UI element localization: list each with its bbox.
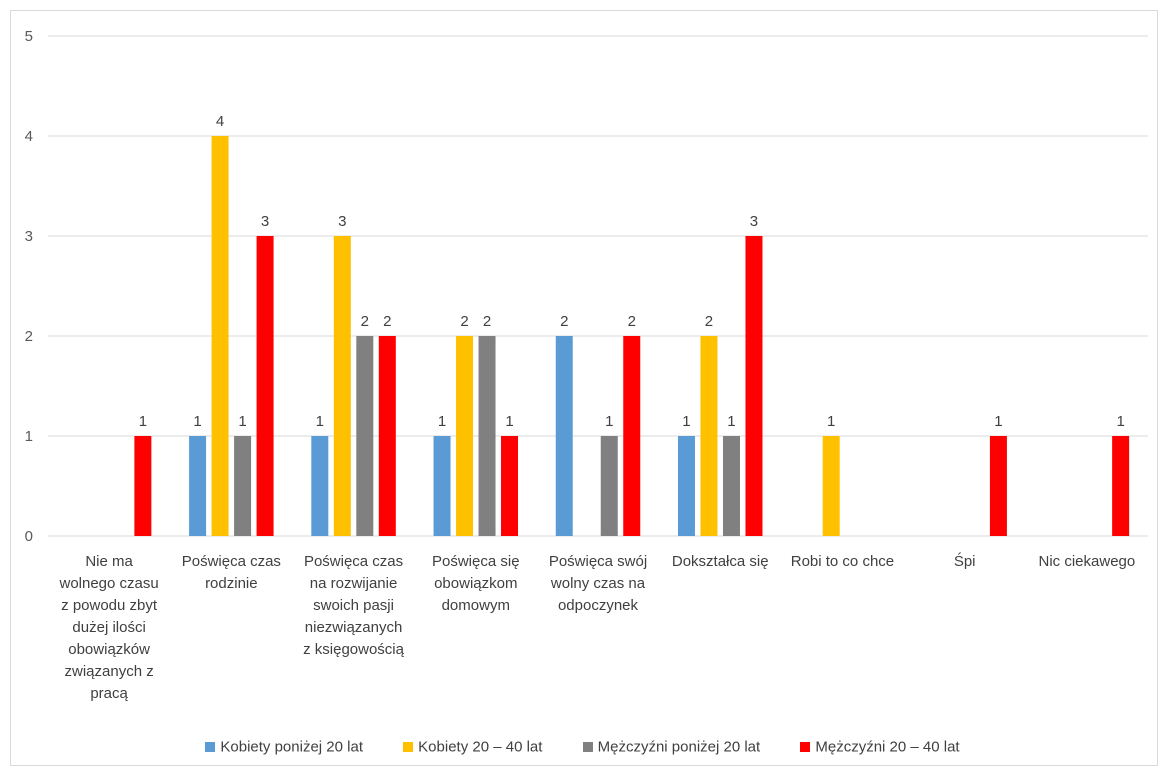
x-category-label-line: swoich pasji bbox=[313, 597, 394, 614]
x-category-label-line: dużej ilości bbox=[72, 619, 145, 636]
bar-s0-c2 bbox=[311, 436, 329, 536]
x-category-label-4: Poświęca swój wolny czas na odpoczynek bbox=[549, 553, 647, 614]
x-category-label-line: obowiązkom bbox=[434, 575, 517, 592]
bar-s1-c3 bbox=[456, 336, 474, 536]
x-category-label-line: Dokształca się bbox=[672, 553, 769, 570]
legend-swatch-s3 bbox=[800, 742, 811, 753]
bar-s0-c3 bbox=[433, 436, 451, 536]
bar-s3-c5 bbox=[745, 236, 763, 536]
bar-s1-c1 bbox=[211, 136, 229, 536]
data-label-s0-c3: 1 bbox=[438, 413, 446, 430]
x-category-label-line: z księgowością bbox=[303, 641, 405, 658]
x-category-label-line: Poświęca się bbox=[432, 553, 520, 570]
bar-s0-c1 bbox=[189, 436, 207, 536]
x-category-label-line: domowym bbox=[442, 597, 510, 614]
bar-s3-c8 bbox=[1112, 436, 1130, 536]
data-label-s1-c1: 4 bbox=[216, 113, 224, 130]
data-label-s3-c5: 3 bbox=[750, 213, 758, 230]
data-label-s1-c6: 1 bbox=[827, 413, 835, 430]
bar-s2-c2 bbox=[356, 336, 374, 536]
data-label-s3-c8: 1 bbox=[1116, 413, 1124, 430]
x-category-label-line: Nie ma bbox=[85, 553, 133, 570]
bar-s1-c5 bbox=[700, 336, 718, 536]
legend-swatch-s1 bbox=[403, 742, 414, 753]
x-category-label-7: Śpi bbox=[954, 552, 976, 570]
bar-s0-c5 bbox=[677, 436, 695, 536]
x-category-label-8: Nic ciekawego bbox=[1039, 553, 1136, 570]
legend-label-s3: Mężczyźni 20 – 40 lat bbox=[815, 738, 960, 756]
legend-label-s1: Kobiety 20 – 40 lat bbox=[418, 738, 543, 756]
x-category-label-3: Poświęca się obowiązkom domowym bbox=[432, 553, 520, 614]
legend-swatch-s0 bbox=[205, 742, 216, 753]
x-category-label-6: Robi to co chce bbox=[791, 553, 894, 570]
x-category-label-line: Robi to co chce bbox=[791, 553, 894, 570]
bar-s2-c4 bbox=[600, 436, 618, 536]
x-category-label-line: Śpi bbox=[954, 552, 976, 570]
x-category-label-line: z powodu zbyt bbox=[61, 597, 158, 614]
data-label-s0-c1: 1 bbox=[193, 413, 201, 430]
x-category-label-2: Poświęca czas na rozwijanie swoich pasji ni… bbox=[303, 553, 405, 658]
legend: Kobiety poniżej 20 lat Kobiety 20 – 40 l… bbox=[0, 738, 1165, 756]
x-category-label-1: Poświęca czas rodzinie bbox=[182, 553, 281, 592]
x-category-label-line: odpoczynek bbox=[558, 597, 639, 614]
x-category-label-line: wolny czas na bbox=[550, 575, 646, 592]
x-category-label-line: Nic ciekawego bbox=[1039, 553, 1136, 570]
data-label-s3-c4: 2 bbox=[628, 313, 636, 330]
bar-s0-c4 bbox=[555, 336, 573, 536]
data-label-s1-c2: 3 bbox=[338, 213, 346, 230]
y-tick-label-2: 2 bbox=[25, 328, 33, 345]
x-category-label-line: pracą bbox=[90, 685, 128, 702]
data-label-s2-c2: 2 bbox=[361, 313, 369, 330]
bar-s2-c1 bbox=[234, 436, 252, 536]
bar-s3-c7 bbox=[989, 436, 1007, 536]
legend-item-s3: Mężczyźni 20 – 40 lat bbox=[800, 738, 960, 756]
x-category-label-line: obowiązków bbox=[68, 641, 150, 658]
legend-label-s0: Kobiety poniżej 20 lat bbox=[220, 738, 363, 756]
bar-s1-c2 bbox=[333, 236, 351, 536]
y-tick-label-5: 5 bbox=[25, 28, 33, 45]
data-label-s2-c5: 1 bbox=[727, 413, 735, 430]
legend-label-s2: Mężczyźni poniżej 20 lat bbox=[597, 738, 761, 756]
data-label-s2-c3: 2 bbox=[483, 313, 491, 330]
data-label-s1-c3: 2 bbox=[460, 313, 468, 330]
x-category-label-line: na rozwijanie bbox=[310, 575, 398, 592]
data-label-s2-c1: 1 bbox=[238, 413, 246, 430]
bar-s3-c3 bbox=[501, 436, 519, 536]
bar-s3-c1 bbox=[256, 236, 274, 536]
y-tick-label-4: 4 bbox=[25, 128, 33, 145]
x-category-label-line: wolnego czasu bbox=[58, 575, 158, 592]
y-tick-label-0: 0 bbox=[25, 528, 33, 545]
x-category-label-line: związanych z bbox=[65, 663, 154, 680]
data-label-s1-c5: 2 bbox=[705, 313, 713, 330]
y-tick-label-3: 3 bbox=[25, 228, 33, 245]
y-tick-label-1: 1 bbox=[25, 428, 33, 445]
data-label-s2-c4: 1 bbox=[605, 413, 613, 430]
bar-s3-c0 bbox=[134, 436, 152, 536]
x-category-label-line: Poświęca czas bbox=[304, 553, 403, 570]
bar-s1-c6 bbox=[822, 436, 840, 536]
legend-item-s2: Mężczyźni poniżej 20 lat bbox=[582, 738, 761, 756]
data-label-s0-c2: 1 bbox=[316, 413, 324, 430]
bar-s2-c5 bbox=[722, 436, 740, 536]
bar-s2-c3 bbox=[478, 336, 496, 536]
x-category-label-line: niezwiązanych bbox=[305, 619, 403, 636]
data-label-s0-c5: 1 bbox=[682, 413, 690, 430]
data-label-s0-c4: 2 bbox=[560, 313, 568, 330]
x-category-label-line: Poświęca swój bbox=[549, 553, 647, 570]
bar-s3-c2 bbox=[378, 336, 396, 536]
data-label-s3-c0: 1 bbox=[139, 413, 147, 430]
data-label-s3-c2: 2 bbox=[383, 313, 391, 330]
bar-s3-c4 bbox=[623, 336, 641, 536]
x-category-label-line: rodzinie bbox=[205, 575, 258, 592]
x-category-label-0: Nie ma wolnego czasu z powodu zbyt dużej il… bbox=[58, 553, 158, 702]
data-label-s3-c1: 3 bbox=[261, 213, 269, 230]
x-category-label-line: Poświęca czas bbox=[182, 553, 281, 570]
data-label-s3-c7: 1 bbox=[994, 413, 1002, 430]
legend-item-s0: Kobiety poniżej 20 lat bbox=[205, 738, 363, 756]
data-label-s3-c3: 1 bbox=[505, 413, 513, 430]
legend-item-s1: Kobiety 20 – 40 lat bbox=[403, 738, 542, 756]
legend-swatch-s2 bbox=[582, 742, 593, 753]
x-category-label-5: Dokształca się bbox=[672, 553, 769, 570]
